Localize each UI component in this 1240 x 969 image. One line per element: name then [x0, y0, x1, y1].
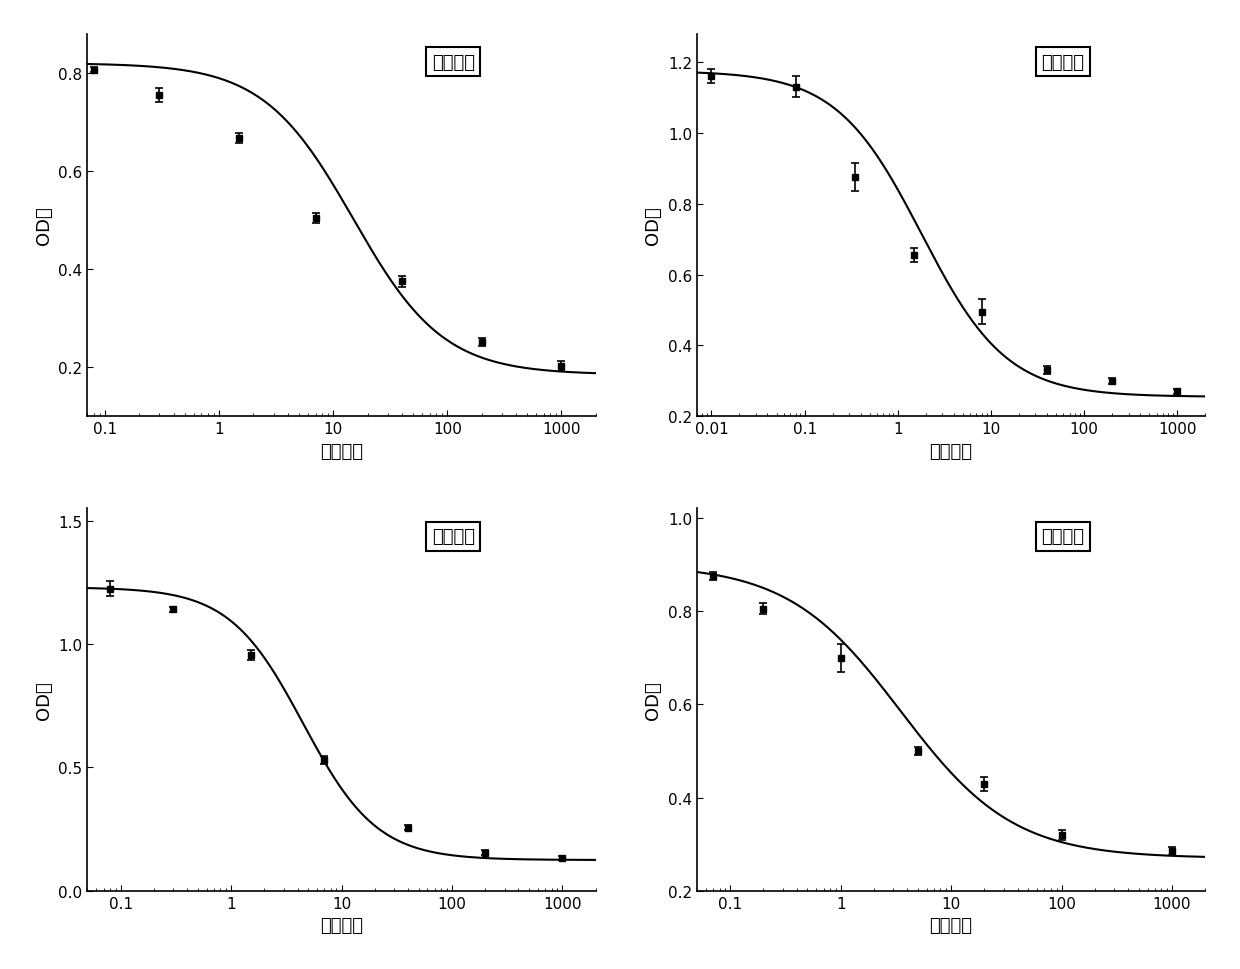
- Text: 瓦地那非: 瓦地那非: [432, 528, 475, 546]
- Text: 米罗那非: 米罗那非: [1042, 528, 1085, 546]
- Y-axis label: OD値: OD値: [35, 206, 53, 245]
- Y-axis label: OD値: OD値: [645, 206, 662, 245]
- X-axis label: 药物浓度: 药物浓度: [320, 442, 363, 460]
- Text: 西地那非: 西地那非: [432, 54, 475, 72]
- X-axis label: 药物浓度: 药物浓度: [930, 442, 972, 460]
- Y-axis label: OD値: OD値: [645, 680, 662, 719]
- X-axis label: 药物浓度: 药物浓度: [930, 917, 972, 934]
- Y-axis label: OD値: OD値: [35, 680, 53, 719]
- X-axis label: 药物浓度: 药物浓度: [320, 917, 363, 934]
- Text: 红地那非: 红地那非: [1042, 54, 1085, 72]
